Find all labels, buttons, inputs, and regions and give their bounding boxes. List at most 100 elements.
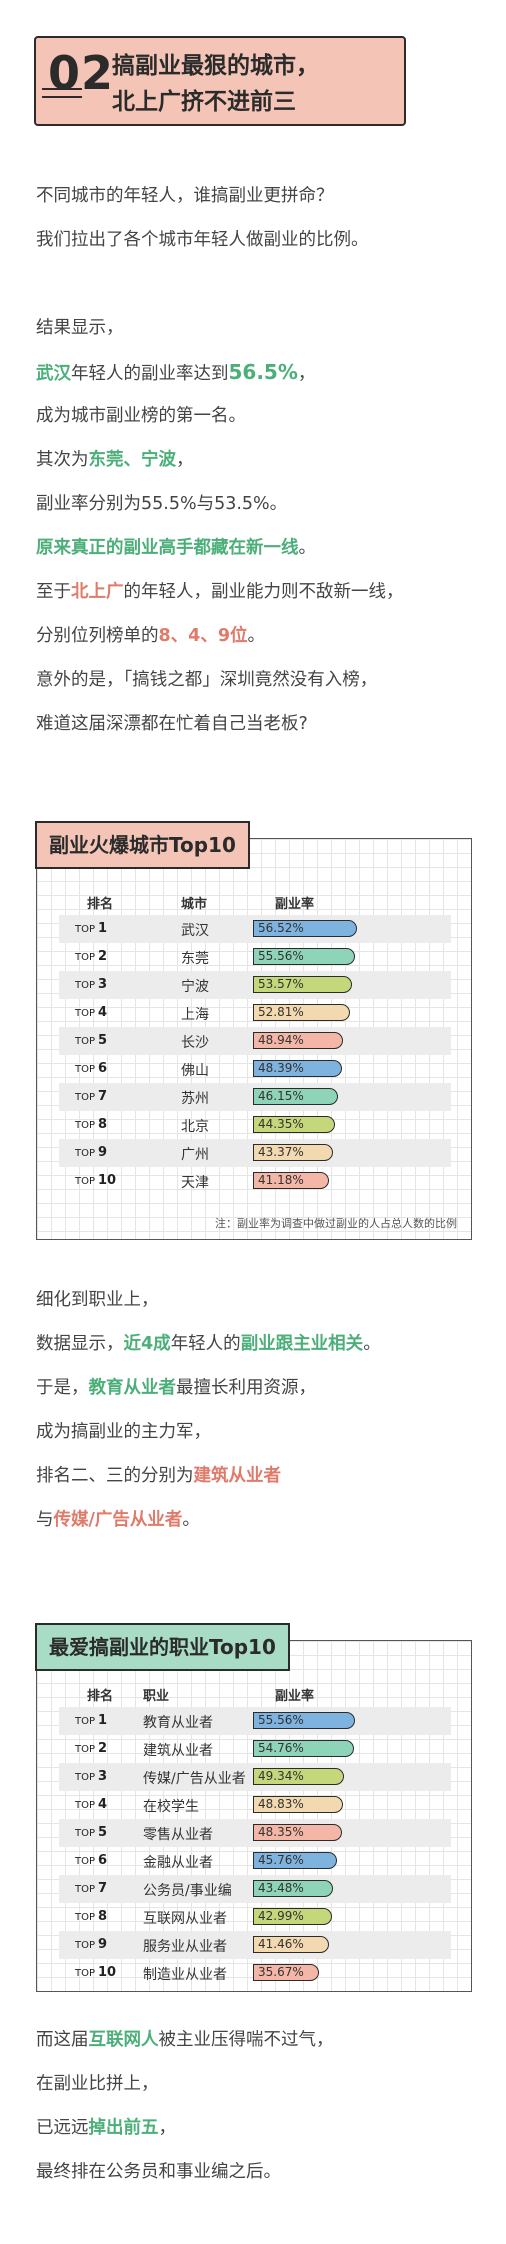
text-line: 其次为东莞、宁波， [36,438,486,482]
table-row: TOP 2 东莞 55.56% [59,943,451,971]
table-row: TOP 1 武汉 56.52% [59,915,451,943]
rank-number: 4 [98,1005,108,1020]
rank-top-text: TOP [75,1716,96,1727]
rank-top-text: TOP [75,1940,96,1951]
rank-top-text: TOP [75,980,96,991]
text-line: 我们拉出了各个城市年轻人做副业的比例。 [36,230,369,250]
rate-bar: 43.48% [253,1880,333,1897]
row-name: 服务业从业者 [143,1939,227,1955]
highlight-rate: 56.5% [228,360,298,384]
table-row: TOP 3 宁波 53.57% [59,971,451,999]
rank-number: 1 [98,1713,108,1728]
rate-value: 43.37% [258,1145,304,1159]
table-row: TOP 5 长沙 48.94% [59,1027,451,1055]
rank-top-text: TOP [75,1008,96,1019]
intro-paragraph: 不同城市的年轻人，谁搞副业更拼命？ 我们拉出了各个城市年轻人做副业的比例。 [36,174,486,262]
rank-label: TOP 7 [75,1089,107,1104]
rate-value: 48.39% [258,1061,304,1075]
rank-label: TOP 3 [75,1769,107,1784]
rank-top-text: TOP [75,1968,96,1979]
highlight-city: 武汉 [36,364,71,384]
table-row: TOP 6 金融从业者 45.76% [59,1847,451,1875]
col-job-header: 职业 [143,1689,170,1704]
rank-label: TOP 6 [75,1853,107,1868]
rank-number: 5 [98,1033,108,1048]
text-line: 武汉年轻人的副业率达到56.5%， [36,350,486,394]
title-line: 搞副业最狠的城市， [112,53,319,79]
rank-number: 6 [98,1853,108,1868]
text-line: 与传媒/广告从业者。 [36,1498,486,1542]
table-title: 副业火爆城市Top10 [35,821,250,869]
rank-label: TOP 4 [75,1797,107,1812]
text-fragment: ， [158,2118,177,2138]
highlight-job: 建筑从业者 [193,1466,282,1486]
rate-value: 48.35% [258,1825,304,1839]
text-fragment: 于是， [36,1378,89,1398]
text-fragment: 年轻人的 [170,1334,241,1354]
row-name: 零售从业者 [143,1827,213,1843]
text-line: 结果显示， [36,318,124,338]
row-name: 金融从业者 [143,1855,213,1871]
rank-number: 1 [98,921,108,936]
rate-bar: 48.83% [253,1796,343,1813]
table-row: TOP 3 传媒/广告从业者 49.34% [59,1763,451,1791]
rate-bar: 46.15% [253,1088,338,1105]
rank-label: TOP 3 [75,977,107,992]
table-row: TOP 8 北京 44.35% [59,1111,451,1139]
rank-number: 8 [98,1117,108,1132]
rank-number: 7 [98,1881,108,1896]
text-line: 最终排在公务员和事业编之后。 [36,2162,281,2182]
rate-value: 52.81% [258,1005,304,1019]
rate-value: 48.94% [258,1033,304,1047]
rank-top-text: TOP [75,1828,96,1839]
row-name: 互联网从业者 [143,1911,227,1927]
rate-bar: 35.67% [253,1964,319,1981]
row-name: 制造业从业者 [143,1967,227,1983]
rank-label: TOP 8 [75,1117,107,1132]
rate-value: 43.48% [258,1881,304,1895]
rate-value: 53.57% [258,977,304,991]
table-row: TOP 5 零售从业者 48.35% [59,1819,451,1847]
table-row: TOP 10 制造业从业者 35.67% [59,1959,451,1987]
text-line: 至于北上广的年轻人，副业能力则不敌新一线， [36,570,486,614]
rate-value: 55.56% [258,949,304,963]
rate-value: 49.34% [258,1769,304,1783]
text-line: 原来真正的副业高手都藏在新一线。 [36,526,486,570]
rank-top-text: TOP [75,1884,96,1895]
row-name: 佛山 [181,1063,209,1079]
rank-number: 5 [98,1825,108,1840]
text-fragment: 其次为 [36,450,89,470]
text-line: 于是，教育从业者最擅长利用资源， [36,1366,486,1410]
rank-label: TOP 2 [75,1741,107,1756]
title-line: 北上广挤不进前三 [112,89,296,115]
rank-top-text: TOP [75,1800,96,1811]
table-row: TOP 10 天津 41.18% [59,1167,451,1195]
rate-value: 42.99% [258,1909,304,1923]
text-line: 意外的是，「搞钱之都」深圳竟然没有入榜， [36,670,378,690]
text-fragment: ， [176,450,194,470]
rank-label: TOP 9 [75,1937,107,1952]
rank-top-text: TOP [75,1772,96,1783]
table-row: TOP 9 广州 43.37% [59,1139,451,1167]
rank-number: 9 [98,1145,108,1160]
rank-number: 9 [98,1937,108,1952]
text-fragment: 至于 [36,582,71,602]
table-row: TOP 7 公务员/事业编 43.48% [59,1875,451,1903]
rate-bar: 48.35% [253,1824,342,1841]
rate-value: 44.35% [258,1117,304,1131]
rate-bar: 48.39% [253,1060,343,1077]
row-name: 苏州 [181,1091,209,1107]
rank-number: 10 [98,1173,117,1188]
highlight-city: 东莞、宁波 [88,450,177,470]
rank-label: TOP 1 [75,921,107,936]
rank-label: TOP 8 [75,1909,107,1924]
rank-label: TOP 4 [75,1005,107,1020]
text-line: 难道这届深漂都在忙着自己当老板? [36,714,308,734]
text-line: 排名二、三的分别为建筑从业者 [36,1454,486,1498]
rank-label: TOP 2 [75,949,107,964]
text-fragment: 的年轻人，副业能力则不敌新一线， [123,582,404,602]
rate-value: 41.18% [258,1173,304,1187]
text-fragment: 年轻人的副业率达到 [71,364,229,384]
text-fragment: 已远远 [36,2118,89,2138]
text-line: 数据显示，近4成年轻人的副业跟主业相关。 [36,1322,486,1366]
